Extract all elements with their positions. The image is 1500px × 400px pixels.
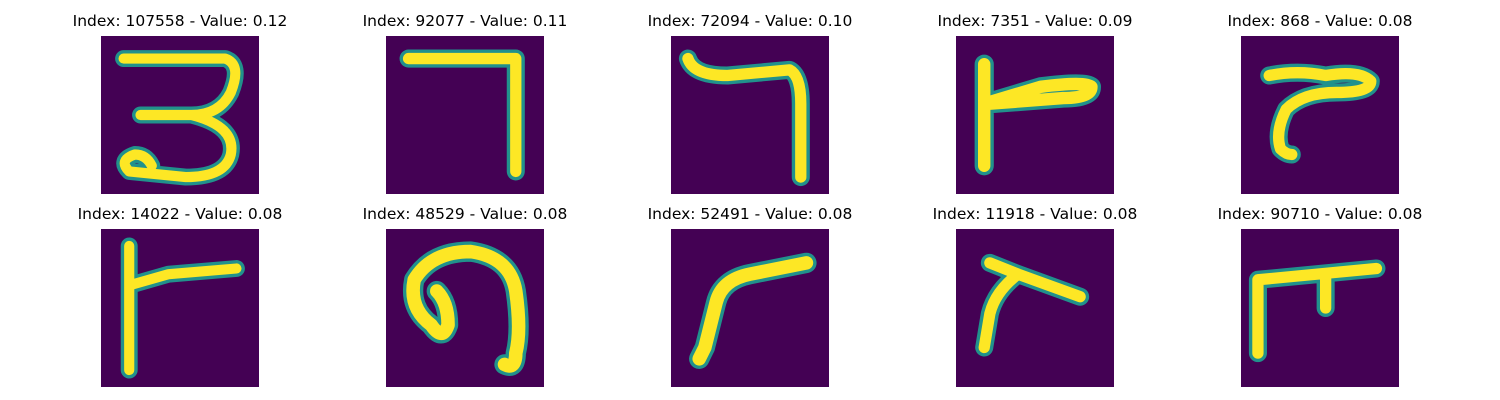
digit-image: [386, 229, 544, 387]
panel-9: Index: 11918 - Value: 0.08: [905, 205, 1165, 390]
panel-4: Index: 7351 - Value: 0.09: [905, 12, 1165, 197]
panel-title: Index: 92077 - Value: 0.11: [362, 12, 568, 30]
panel-title: Index: 14022 - Value: 0.08: [77, 205, 283, 223]
digit-image: [671, 229, 829, 387]
digit-image: [1241, 229, 1399, 387]
digit-image: [101, 229, 259, 387]
panel-title: Index: 868 - Value: 0.08: [1227, 12, 1413, 30]
panel-3: Index: 72094 - Value: 0.10: [620, 12, 880, 197]
panel-title: Index: 107558 - Value: 0.12: [72, 12, 288, 30]
panel-title: Index: 52491 - Value: 0.08: [647, 205, 853, 223]
panel-title: Index: 48529 - Value: 0.08: [362, 205, 568, 223]
panel-title: Index: 11918 - Value: 0.08: [932, 205, 1138, 223]
panel-6: Index: 14022 - Value: 0.08: [50, 205, 310, 390]
digit-image: [101, 36, 259, 194]
panel-8: Index: 52491 - Value: 0.08: [620, 205, 880, 390]
digit-image: [1241, 36, 1399, 194]
digit-image: [386, 36, 544, 194]
panel-7: Index: 48529 - Value: 0.08: [335, 205, 595, 390]
panel-title: Index: 72094 - Value: 0.10: [647, 12, 853, 30]
digit-image: [956, 36, 1114, 194]
panel-1: Index: 107558 - Value: 0.12: [50, 12, 310, 197]
panel-10: Index: 90710 - Value: 0.08: [1190, 205, 1450, 390]
digit-image: [671, 36, 829, 194]
panel-5: Index: 868 - Value: 0.08: [1190, 12, 1450, 197]
digit-image: [956, 229, 1114, 387]
panel-title: Index: 90710 - Value: 0.08: [1217, 205, 1423, 223]
panel-2: Index: 92077 - Value: 0.11: [335, 12, 595, 197]
panel-title: Index: 7351 - Value: 0.09: [937, 12, 1133, 30]
